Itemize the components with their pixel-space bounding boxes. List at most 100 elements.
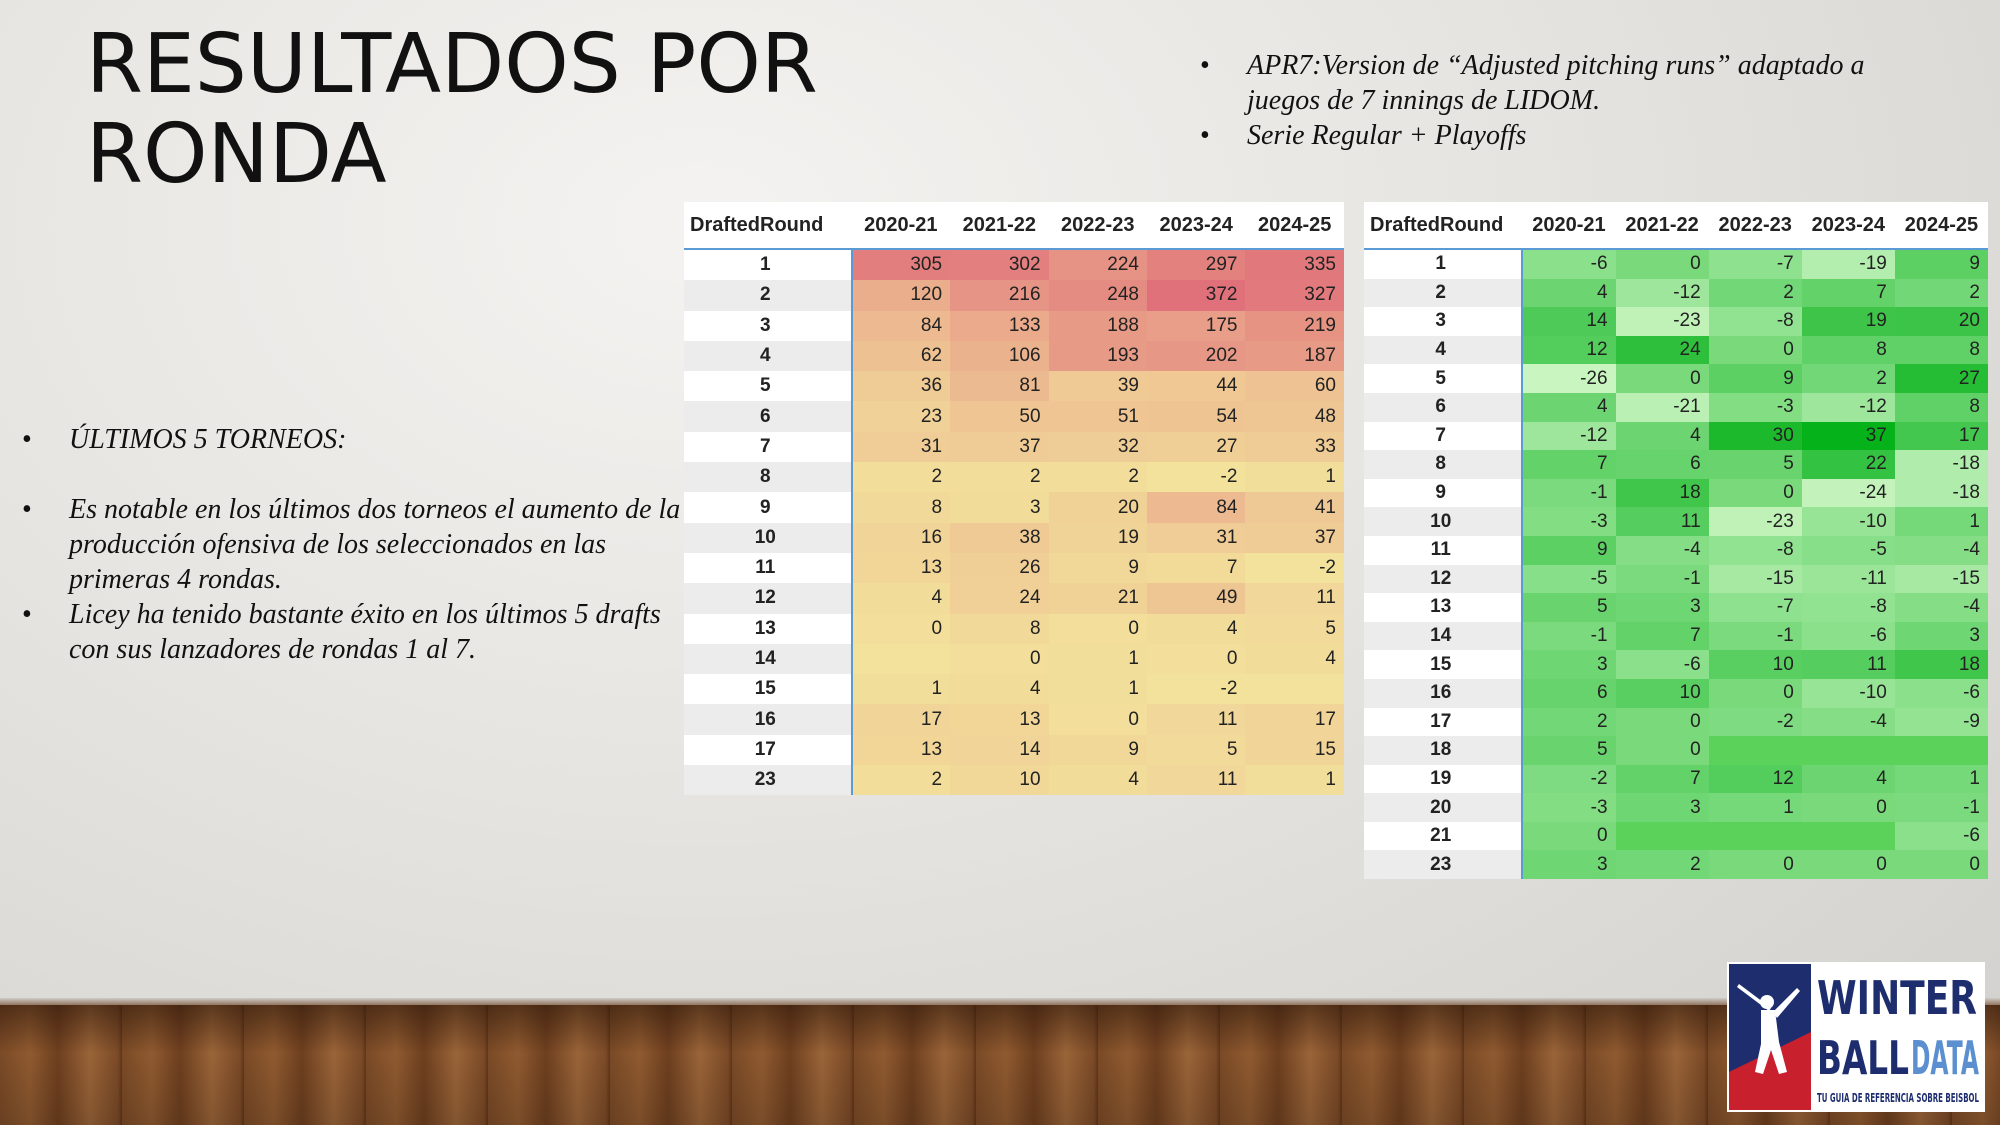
value-cell: 19 xyxy=(1048,522,1147,553)
value-cell: 37 xyxy=(1245,522,1344,553)
round-cell: 9 xyxy=(684,492,853,523)
table-row: 18 5 0 xyxy=(1364,736,1988,765)
column-header-season: 2024-25 xyxy=(1245,202,1344,250)
value-cell: 26 xyxy=(950,552,1049,584)
value-cell: -3 xyxy=(1522,507,1616,536)
value-cell: 7 xyxy=(1615,764,1709,794)
value-cell: 0 xyxy=(1048,613,1147,644)
value-cell: 1 xyxy=(1245,765,1344,796)
value-cell: 0 xyxy=(1615,707,1709,737)
round-cell: 1 xyxy=(1364,249,1524,279)
value-cell: 13 xyxy=(851,734,951,766)
column-header-round: DraftedRound xyxy=(684,202,852,250)
round-cell: 7 xyxy=(1364,421,1524,451)
value-cell: 2 xyxy=(851,462,951,493)
round-cell: 10 xyxy=(684,522,853,553)
value-cell: 12 xyxy=(1708,764,1802,794)
value-cell: 3 xyxy=(1615,593,1709,622)
table-row: 14 -1 7 -1 -6 3 xyxy=(1364,621,1988,651)
round-cell: 3 xyxy=(1364,307,1524,336)
value-cell: 0 xyxy=(1615,364,1709,393)
value-cell: 12 xyxy=(1522,335,1616,365)
bullet-icon: • xyxy=(1200,120,1210,151)
value-cell: 5 xyxy=(1146,734,1246,766)
note-serie: • Serie Regular + Playoffs xyxy=(1200,118,1940,153)
value-cell: 2 xyxy=(1801,364,1895,393)
value-cell xyxy=(1801,736,1895,765)
value-cell: 31 xyxy=(851,431,951,463)
table-row: 23 3 2 0 0 0 xyxy=(1364,850,1988,880)
bullet-icon: • xyxy=(22,494,32,525)
value-cell: -6 xyxy=(1894,821,1988,851)
value-cell: 0 xyxy=(1522,821,1616,851)
value-cell: -10 xyxy=(1801,507,1895,536)
value-cell: -18 xyxy=(1894,478,1988,508)
value-cell xyxy=(1708,736,1802,765)
round-cell: 20 xyxy=(1364,793,1524,822)
table-row: 3 84 133 188 175 219 xyxy=(684,310,1344,341)
value-cell: 37 xyxy=(950,431,1049,463)
value-cell: 0 xyxy=(1708,335,1802,365)
spacer xyxy=(22,457,682,492)
value-cell: -11 xyxy=(1801,564,1895,594)
value-cell: -12 xyxy=(1801,392,1895,422)
table-row: 2 120 216 248 372 327 xyxy=(684,280,1344,311)
table-row: 8 7 6 5 22 -18 xyxy=(1364,450,1988,479)
value-cell: 327 xyxy=(1245,280,1344,311)
value-cell: 335 xyxy=(1245,249,1344,281)
value-cell: 17 xyxy=(1894,421,1988,451)
round-cell: 14 xyxy=(684,643,853,675)
table-row: 9 -1 18 0 -24 -18 xyxy=(1364,478,1988,508)
value-cell: -15 xyxy=(1708,564,1802,594)
value-cell: -21 xyxy=(1615,392,1709,422)
value-cell: -18 xyxy=(1894,450,1988,479)
value-cell: 22 xyxy=(1801,450,1895,479)
table-row: 9 8 3 20 84 41 xyxy=(684,492,1344,523)
value-cell: 30 xyxy=(1708,421,1802,451)
value-cell: 216 xyxy=(950,280,1049,311)
value-cell: 18 xyxy=(1894,650,1988,679)
table-row: 10 -3 11 -23 -10 1 xyxy=(1364,507,1988,536)
value-cell: 39 xyxy=(1048,371,1147,402)
value-cell: 41 xyxy=(1245,492,1344,523)
value-cell: -4 xyxy=(1894,535,1988,565)
value-cell: 11 xyxy=(1245,583,1344,614)
round-cell: 4 xyxy=(1364,335,1524,365)
table-row: 7 -12 4 30 37 17 xyxy=(1364,421,1988,451)
table-row: 5 36 81 39 44 60 xyxy=(684,371,1344,402)
table-row: 13 5 3 -7 -8 -4 xyxy=(1364,593,1988,622)
table-row: 1 -6 0 -7 -19 9 xyxy=(1364,249,1988,279)
value-cell: 1 xyxy=(1708,793,1802,822)
round-cell: 11 xyxy=(684,552,853,584)
wood-floor xyxy=(0,1005,2000,1125)
value-cell: 2 xyxy=(851,765,951,796)
value-cell: 11 xyxy=(1146,765,1246,796)
table-row: 17 2 0 -2 -4 -9 xyxy=(1364,707,1988,737)
value-cell: 1 xyxy=(1894,507,1988,536)
value-cell: 15 xyxy=(1245,734,1344,766)
value-cell: -4 xyxy=(1894,593,1988,622)
table-row: 16 6 10 0 -10 -6 xyxy=(1364,678,1988,708)
logo-tagline: TU GUIA DE REFERENCIA SOBRE BEISBOL xyxy=(1817,1091,1979,1105)
value-cell: 187 xyxy=(1245,340,1344,372)
value-cell: 0 xyxy=(1708,678,1802,708)
round-cell: 19 xyxy=(1364,764,1524,794)
value-cell: 297 xyxy=(1146,249,1246,281)
value-cell: 4 xyxy=(851,583,951,614)
round-cell: 16 xyxy=(1364,678,1524,708)
note-text: Es notable en los últimos dos torneos el… xyxy=(69,494,681,595)
value-cell: 7 xyxy=(1146,552,1246,584)
table-row: 16 17 13 0 11 17 xyxy=(684,704,1344,735)
batter-silhouette-icon xyxy=(1737,984,1800,1074)
value-cell: -23 xyxy=(1615,307,1709,336)
value-cell: 4 xyxy=(1245,643,1344,675)
offense-table: DraftedRound 2020-21 2021-22 2022-23 2023-24… xyxy=(684,202,1344,796)
value-cell: 54 xyxy=(1146,401,1246,432)
value-cell: -7 xyxy=(1708,593,1802,622)
value-cell: 248 xyxy=(1048,280,1147,311)
value-cell xyxy=(1245,674,1344,705)
value-cell: 6 xyxy=(1615,450,1709,479)
round-cell: 2 xyxy=(1364,278,1524,308)
value-cell: 44 xyxy=(1146,371,1246,402)
winterballdata-logo: WINTER BALL DATA TU GUIA DE REFERENCIA S… xyxy=(1727,962,1985,1112)
